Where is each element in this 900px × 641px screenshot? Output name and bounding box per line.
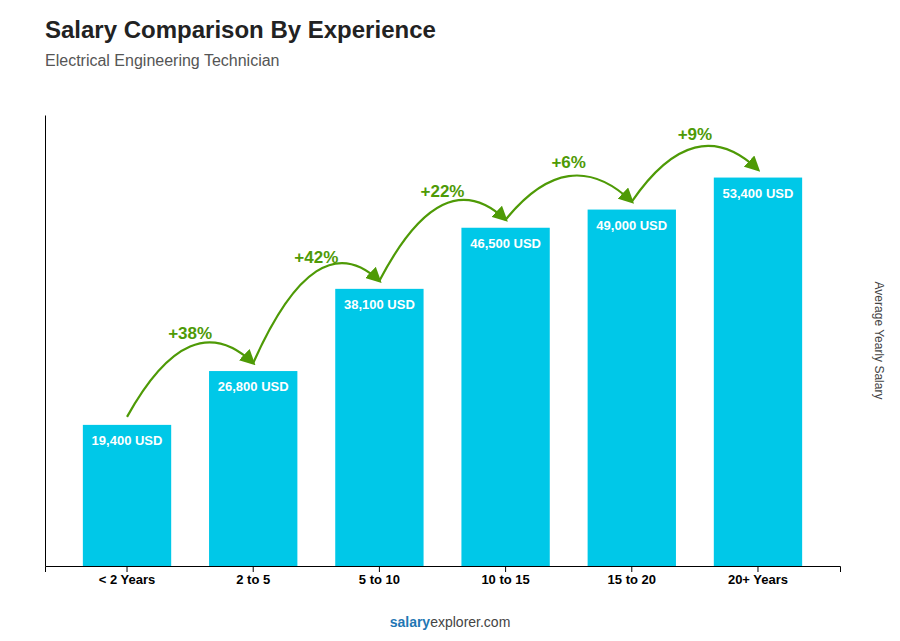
value-label: 49,000 USD	[596, 218, 667, 233]
x-tick: 2 to 5	[236, 566, 270, 587]
x-axis-line	[46, 567, 841, 573]
y-label: Average Yearly Salary	[872, 282, 886, 400]
pct-annotations: +38% +42% +22% +6% +9%	[127, 125, 758, 417]
subtitle: Electrical Engineering Technician	[45, 52, 280, 69]
bar	[335, 289, 423, 566]
bar	[714, 178, 802, 566]
x-axis: < 2 Years 2 to 5 5 to 10 10 to 15 15 to 20 20…	[46, 566, 841, 587]
x-tick-label: 10 to 15	[481, 572, 529, 587]
footer: salaryexplorer.com	[390, 614, 511, 630]
pct-arrow	[253, 263, 379, 363]
bar	[588, 210, 676, 566]
bar	[83, 425, 171, 566]
pct-arrow	[632, 146, 758, 202]
x-tick-label: 15 to 20	[608, 572, 656, 587]
pct-label: +22%	[421, 182, 465, 201]
x-tick-label: < 2 Years	[99, 572, 156, 587]
plot: < 2 Years 2 to 5 5 to 10 10 to 15 15 to 20 20…	[46, 116, 841, 588]
y-axis-line	[45, 116, 46, 567]
x-tick-mark	[253, 566, 254, 572]
value-label: 19,400 USD	[92, 433, 163, 448]
bar	[461, 228, 549, 566]
x-tick: 15 to 20	[608, 566, 656, 587]
value-label: 46,500 USD	[470, 236, 541, 251]
x-tick-mark	[757, 566, 758, 572]
title: Salary Comparison By Experience	[45, 16, 436, 43]
bars	[83, 178, 802, 566]
x-tick: 10 to 15	[481, 566, 529, 587]
x-tick-label: 20+ Years	[728, 572, 788, 587]
bar	[209, 371, 297, 566]
pct-label: +9%	[678, 125, 713, 144]
x-tick-mark	[631, 566, 632, 572]
x-tick-mark	[505, 566, 506, 572]
value-label: 38,100 USD	[344, 297, 415, 312]
chart: Salary Comparison By Experience Electrica…	[0, 0, 900, 641]
x-tick: 20+ Years	[728, 566, 788, 587]
x-tick-label: 5 to 10	[359, 572, 400, 587]
footer-normal: explorer.com	[430, 614, 510, 630]
pct-label: +42%	[294, 248, 338, 267]
pct-arrow	[127, 342, 253, 417]
x-tick: < 2 Years	[99, 566, 156, 587]
y-axis	[45, 116, 46, 567]
x-tick-mark	[127, 566, 128, 572]
value-label: 26,800 USD	[218, 379, 289, 394]
pct-label: +6%	[551, 153, 586, 172]
pct-arrow	[506, 176, 632, 220]
pct-label: +38%	[168, 324, 212, 343]
x-tick-mark	[379, 566, 380, 572]
x-tick: 5 to 10	[359, 566, 400, 587]
value-labels: 19,400 USD 26,800 USD 38,100 USD 46,500 USD…	[92, 186, 794, 448]
footer-bold: salary	[390, 614, 431, 630]
value-label: 53,400 USD	[723, 186, 794, 201]
pct-arrow	[379, 200, 505, 281]
x-tick-label: 2 to 5	[236, 572, 270, 587]
